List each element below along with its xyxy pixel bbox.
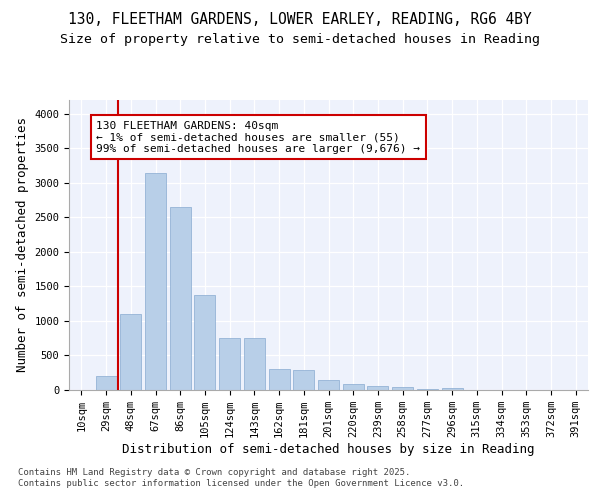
- Bar: [442, 388, 463, 390]
- Bar: [194, 294, 215, 390]
- Bar: [219, 338, 240, 390]
- Bar: [318, 380, 339, 390]
- Y-axis label: Number of semi-detached properties: Number of semi-detached properties: [16, 118, 29, 372]
- Bar: [145, 172, 166, 390]
- Bar: [392, 387, 413, 390]
- Text: 130 FLEETHAM GARDENS: 40sqm
← 1% of semi-detached houses are smaller (55)
99% of: 130 FLEETHAM GARDENS: 40sqm ← 1% of semi…: [96, 120, 420, 154]
- X-axis label: Distribution of semi-detached houses by size in Reading: Distribution of semi-detached houses by …: [122, 443, 535, 456]
- Bar: [120, 314, 141, 390]
- Bar: [367, 386, 388, 390]
- Bar: [293, 370, 314, 390]
- Bar: [170, 207, 191, 390]
- Bar: [95, 376, 116, 390]
- Text: Contains HM Land Registry data © Crown copyright and database right 2025.
Contai: Contains HM Land Registry data © Crown c…: [18, 468, 464, 487]
- Bar: [244, 338, 265, 390]
- Text: 130, FLEETHAM GARDENS, LOWER EARLEY, READING, RG6 4BY: 130, FLEETHAM GARDENS, LOWER EARLEY, REA…: [68, 12, 532, 28]
- Bar: [269, 368, 290, 390]
- Text: Size of property relative to semi-detached houses in Reading: Size of property relative to semi-detach…: [60, 32, 540, 46]
- Bar: [343, 384, 364, 390]
